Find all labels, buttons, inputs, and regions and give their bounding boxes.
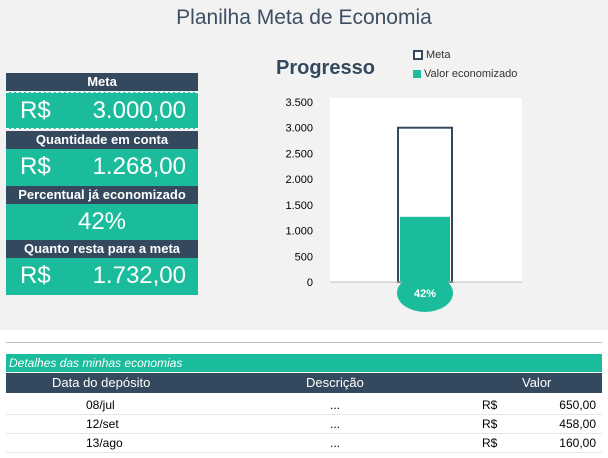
legend-item-meta: Meta [413,49,450,61]
col-value: Valor [522,375,552,390]
percentual-value: 42% [77,208,127,235]
row-value: 650,00 [559,398,596,412]
row-currency: R$ [482,417,498,431]
table-row[interactable]: 08/jul ... R$ 650,00 [6,396,602,415]
em-conta-currency: R$ [20,153,51,180]
y-tick-label: 2.000 [285,174,313,186]
resta-value-cell[interactable]: R$ 1.732,00 [6,258,198,295]
percentual-label: Percentual já economizado [6,186,198,204]
legend-swatch-meta [413,50,423,61]
em-conta-value: 1.268,00 [92,153,186,180]
percent-data-label: 42% [414,288,436,300]
y-tick-label: 1.500 [285,200,313,212]
row-currency: R$ [482,436,498,450]
table-row[interactable]: 12/set ... R$ 458,00 [6,415,602,434]
y-tick-label: 500 [295,251,313,263]
row-description: ... [330,417,341,431]
details-header: Detalhes das minhas economias [6,354,602,372]
chart-title: Progresso [276,57,375,79]
row-date: 12/set [86,417,119,431]
y-tick-label: 2.500 [285,148,313,160]
row-value: 458,00 [559,417,596,431]
row-date: 08/jul [86,398,115,412]
resta-currency: R$ [20,262,51,289]
section-divider [6,342,602,343]
meta-currency: R$ [20,97,51,124]
y-tick-label: 3.500 [285,97,313,109]
y-tick-label: 1.000 [285,226,313,238]
saved-bar [400,216,450,282]
col-date: Data do depósito [52,375,151,390]
meta-value: 3.000,00 [92,97,186,124]
legend-item-saved: Valor economizado [413,68,517,80]
legend-swatch-saved [413,70,421,79]
row-value: 160,00 [559,436,596,450]
col-description: Descrição [306,375,364,390]
row-description: ... [330,398,341,412]
em-conta-label: Quantidade em conta [6,131,198,149]
percentual-value-cell[interactable]: 42% [6,204,198,241]
page-title: Planilha Meta de Economia [176,6,432,29]
y-tick-label: 3.000 [285,123,313,135]
percent-bulb [397,274,453,312]
em-conta-value-cell[interactable]: R$ 1.268,00 [6,149,198,186]
progress-chart: 3.500 3.000 2.500 2.000 1.500 1.000 500 0 42% [285,97,522,312]
y-tick-label: 0 [307,277,313,289]
meta-value-cell[interactable]: R$ 3.000,00 [6,92,198,129]
resta-value: 1.732,00 [92,262,186,289]
details-column-header: Data do depósito Descrição Valor [6,373,602,393]
row-date: 13/ago [86,436,123,450]
row-currency: R$ [482,398,498,412]
resta-label: Quanto resta para a meta [6,240,198,258]
meta-label: Meta [6,73,198,91]
legend-label-saved: Valor economizado [424,68,518,80]
table-row[interactable]: 13/ago ... R$ 160,00 [6,434,602,453]
row-description: ... [330,436,341,450]
legend-label-meta: Meta [426,49,451,61]
